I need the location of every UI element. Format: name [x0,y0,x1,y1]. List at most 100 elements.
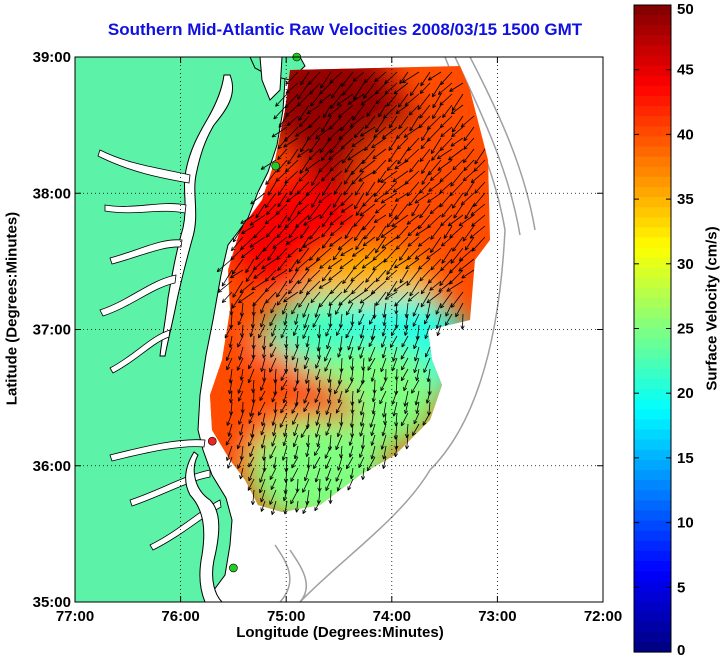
colorbar-swatch [634,146,671,158]
velocity-arrow [304,467,310,482]
velocity-arrow [294,258,310,272]
colorbar-swatch [634,136,671,148]
velocity-arrow [270,302,277,314]
velocity-arrow [391,214,409,228]
velocity-arrow [293,379,299,392]
velocity-arrow [430,258,442,271]
x-tick-label: 74:00 [373,608,411,625]
velocity-arrow [401,335,409,348]
velocity-arrow [375,269,387,283]
velocity-arrow [414,346,420,362]
velocity-arrow [412,313,420,327]
velocity-arrow [377,170,387,183]
velocity-arrow [394,368,399,381]
velocity-arrow [426,247,442,260]
velocity-arrow [371,137,387,149]
colorbar-swatch [634,338,671,350]
velocity-arrow [363,71,376,84]
velocity-arrow [271,434,277,447]
velocity-arrow [260,434,266,449]
velocity-arrow [321,269,332,282]
velocity-arrow [300,71,310,86]
velocity-arrow [293,423,299,437]
colorbar-swatch [634,389,671,400]
velocity-arrow [339,445,344,459]
velocity-arrow [260,500,266,512]
velocity-arrow [355,203,365,216]
velocity-arrow [358,313,365,326]
velocity-arrow [350,357,355,371]
velocity-arrow [251,280,266,291]
velocity-arrow [347,335,354,351]
velocity-arrow [314,445,321,456]
velocity-arrow [239,467,244,480]
colorbar-swatch [634,480,671,491]
velocity-arrow [269,357,277,373]
colorbar-swatch [634,328,671,340]
velocity-arrow [463,137,475,150]
velocity-arrow [417,214,431,230]
velocity-arrow [276,280,288,298]
velocity-arrow [440,126,453,138]
colorbar-swatch [634,510,671,522]
velocity-arrow [374,71,387,83]
velocity-arrow [314,302,321,318]
velocity-arrow [291,346,299,361]
velocity-arrow [354,225,365,242]
velocity-arrow [304,159,321,172]
velocity-arrow [296,247,310,265]
velocity-arrow [253,269,266,279]
velocity-arrow [283,291,299,303]
velocity-arrow [264,214,277,225]
velocity-arrow [270,478,277,491]
velocity-arrow [362,82,376,99]
velocity-arrow [359,412,365,427]
velocity-arrow [412,302,420,317]
velocity-arrow [298,115,310,128]
velocity-arrow [445,313,453,326]
velocity-arrow [410,82,420,97]
velocity-arrow [305,445,310,458]
velocity-arrow [462,225,475,242]
velocity-arrow [344,225,354,239]
velocity-arrow [248,357,255,370]
velocity-arrow [319,258,332,269]
velocity-arrow [379,390,387,405]
velocity-arrow [283,423,288,437]
velocity-arrow [452,236,464,252]
velocity-arrow [295,335,300,349]
velocity-arrow [225,346,233,362]
velocity-arrow [419,148,431,163]
delaware-bay [259,57,283,101]
velocity-arrow [287,247,299,258]
velocity-arrow [232,225,244,243]
velocity-arrow [393,445,398,458]
velocity-arrow [452,159,464,171]
velocity-arrow [228,379,233,395]
velocity-arrow [324,357,332,372]
velocity-arrow [226,445,233,461]
velocity-arrow [306,456,311,469]
velocity-arrow [451,192,464,209]
velocity-arrow [290,467,299,482]
velocity-arrow [271,500,277,516]
velocity-arrow [375,93,387,105]
velocity-arrow [269,335,277,348]
station-marker-3 [229,563,238,573]
velocity-arrow [280,368,288,382]
velocity-arrow [353,214,365,227]
velocity-arrow [353,126,365,138]
velocity-arrow [330,170,343,182]
velocity-arrow [403,390,409,407]
velocity-arrow [445,302,453,317]
velocity-arrow [298,291,310,308]
velocity-arrow [359,159,376,173]
velocity-arrow [359,401,365,416]
colorbar-swatch [634,571,671,582]
colorbar-tick-label: 45 [677,62,694,79]
velocity-arrow [375,291,387,306]
velocity-arrow [359,203,376,217]
colorbar-swatch [634,166,671,178]
colorbar-swatch [634,277,671,289]
